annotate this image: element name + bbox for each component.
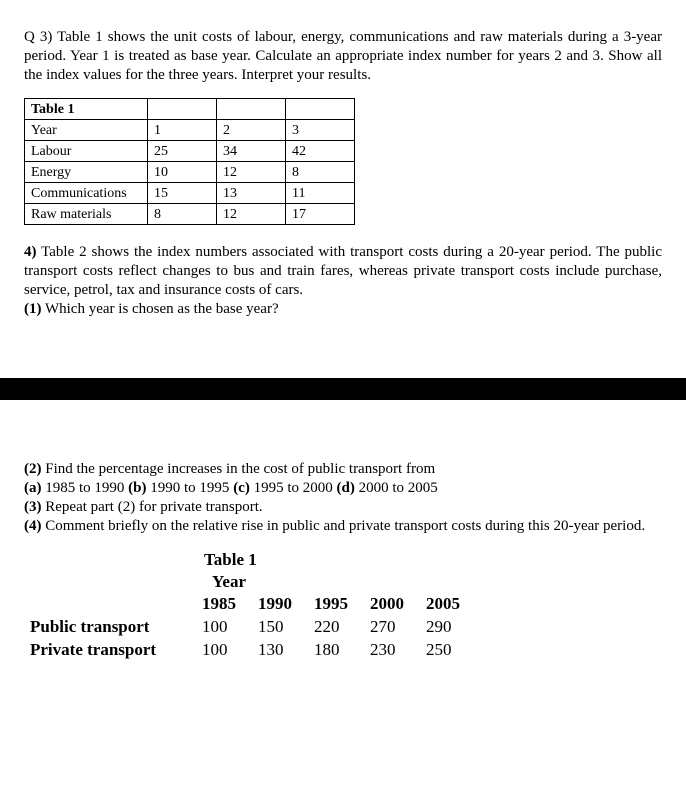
page-divider (0, 378, 686, 400)
cell: 220 (308, 615, 364, 638)
q4b-l1-prefix: (2) (24, 461, 42, 477)
q4b-dt: 2000 to 2005 (355, 480, 438, 496)
table1-title: Table 1 (25, 99, 148, 120)
q4b-bt: 1990 to 1995 (147, 480, 234, 496)
cell: 8 (148, 204, 217, 225)
cell: 13 (217, 183, 286, 204)
cell: Labour (25, 141, 148, 162)
question-3: Q 3) Table 1 shows the unit costs of lab… (24, 28, 662, 84)
q4-sub1-prefix: (1) (24, 301, 42, 317)
cell: 10 (148, 162, 217, 183)
cell: 11 (286, 183, 355, 204)
cell: 1990 (252, 592, 308, 615)
cell: 42 (286, 141, 355, 162)
q4b-a: (a) (24, 480, 42, 496)
table-row: 1985 1990 1995 2000 2005 (24, 592, 476, 615)
cell: 12 (217, 162, 286, 183)
cell: 2005 (420, 592, 476, 615)
table-row: Raw materials 8 12 17 (25, 204, 355, 225)
cell: 2 (217, 120, 286, 141)
table2-title: Table 1 (204, 549, 662, 570)
cell: 100 (196, 615, 252, 638)
cell: Raw materials (25, 204, 148, 225)
cell: Private transport (24, 638, 196, 661)
cell: 1 (148, 120, 217, 141)
cell (286, 99, 355, 120)
table-row: Energy 10 12 8 (25, 162, 355, 183)
cell: 230 (364, 638, 420, 661)
table-row: Year 1 2 3 (25, 120, 355, 141)
q3-prefix: Q 3) (24, 29, 52, 45)
cell (217, 99, 286, 120)
cell: 34 (217, 141, 286, 162)
q4b-l3-text: Repeat part (2) for private transport. (42, 499, 263, 515)
q4-sub1-text: Which year is chosen as the base year? (42, 301, 279, 317)
cell: 3 (286, 120, 355, 141)
q4b-b: (b) (128, 480, 146, 496)
q4b-l1-text: Find the percentage increases in the cos… (42, 461, 436, 477)
cell: 290 (420, 615, 476, 638)
cell: 250 (420, 638, 476, 661)
table-row: Labour 25 34 42 (25, 141, 355, 162)
question-4: 4) Table 2 shows the index numbers assoc… (24, 243, 662, 318)
q4-prefix: 4) (24, 244, 37, 260)
cell: Public transport (24, 615, 196, 638)
cell: Energy (25, 162, 148, 183)
cell (148, 99, 217, 120)
cell: 130 (252, 638, 308, 661)
q4b-at: 1985 to 1990 (42, 480, 129, 496)
cell: Communications (25, 183, 148, 204)
cell: 1995 (308, 592, 364, 615)
cell: Year (25, 120, 148, 141)
cell: 1985 (196, 592, 252, 615)
q4b-l4-prefix: (4) (24, 518, 42, 534)
cell: 15 (148, 183, 217, 204)
cell: 270 (364, 615, 420, 638)
cell: 17 (286, 204, 355, 225)
table-2: 1985 1990 1995 2000 2005 Public transpor… (24, 592, 476, 662)
q4b-ct: 1995 to 2000 (250, 480, 337, 496)
q4b-l3-prefix: (3) (24, 499, 42, 515)
cell: 180 (308, 638, 364, 661)
table-row: Communications 15 13 11 (25, 183, 355, 204)
cell (24, 592, 196, 615)
q4b-c: (c) (233, 480, 250, 496)
table-1: Table 1 Year 1 2 3 Labour 25 34 42 Energ… (24, 98, 355, 225)
cell: 100 (196, 638, 252, 661)
question-4-continued: (2) Find the percentage increases in the… (24, 460, 662, 535)
table-row: Public transport 100 150 220 270 290 (24, 615, 476, 638)
q4b-d: (d) (337, 480, 355, 496)
cell: 150 (252, 615, 308, 638)
cell: 25 (148, 141, 217, 162)
q4b-l4-text: Comment briefly on the relative rise in … (42, 518, 646, 534)
cell: 8 (286, 162, 355, 183)
cell: 12 (217, 204, 286, 225)
table-row: Private transport 100 130 180 230 250 (24, 638, 476, 661)
table-row: Table 1 (25, 99, 355, 120)
q4-text: Table 2 shows the index numbers associat… (24, 244, 662, 298)
table2-subtitle: Year (212, 571, 662, 592)
q3-text: Table 1 shows the unit costs of labour, … (24, 29, 662, 83)
cell: 2000 (364, 592, 420, 615)
